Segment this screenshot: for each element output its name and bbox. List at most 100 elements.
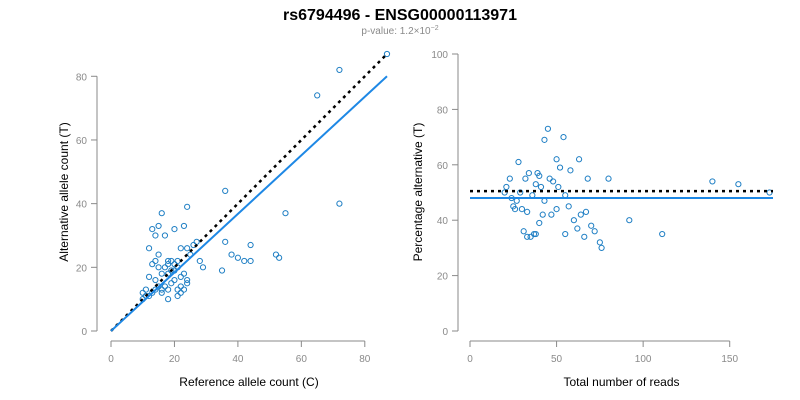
- allele-x-tick-label: 0: [108, 354, 114, 365]
- percentage-x-tick-label: 0: [467, 354, 473, 365]
- percentage-data-point: [536, 172, 543, 179]
- p-value-exponent: −2: [431, 25, 439, 32]
- allele-data-point: [174, 292, 181, 300]
- allele-data-point: [222, 187, 229, 195]
- allele-data-point: [142, 286, 149, 293]
- percentage-data-point: [539, 211, 546, 218]
- allele-data-point: [222, 238, 229, 245]
- percentage-y-tick-label: 60: [437, 161, 449, 172]
- percentage-data-point: [544, 125, 552, 132]
- allele-data-point: [158, 289, 165, 296]
- percentage-data-point: [532, 230, 539, 238]
- percentage-data-point: [518, 206, 526, 213]
- allele-x-tick-label: 20: [169, 354, 181, 365]
- percentage-data-point: [581, 233, 588, 240]
- allele-data-point: [383, 50, 391, 58]
- allele-data-point: [177, 283, 184, 290]
- percentage-data-point: [582, 208, 590, 215]
- percentage-data-point: [605, 175, 612, 182]
- allele-data-point: [174, 257, 181, 265]
- allele-reference-line: [110, 53, 388, 332]
- allele-data-point: [155, 264, 162, 271]
- allele-x-tick-label: 80: [359, 354, 371, 365]
- allele-data-point: [180, 286, 188, 293]
- percentage-data-point: [524, 208, 531, 215]
- allele-x-tick-label: 60: [296, 354, 308, 365]
- allele-y-tick-label: 60: [76, 136, 88, 147]
- allele-data-point: [174, 286, 181, 293]
- percentage-y-tick-label: 20: [437, 272, 449, 283]
- allele-data-point: [314, 92, 321, 99]
- allele-y-tick-label: 20: [76, 263, 88, 274]
- percentage-x-tick-label: 100: [635, 354, 652, 365]
- allele-y-tick-label: 80: [76, 72, 88, 83]
- percentage-data-point: [598, 244, 605, 251]
- percentage-x-tick-label: 150: [721, 354, 738, 365]
- allele-data-point: [165, 286, 172, 293]
- percentage-data-point: [591, 228, 598, 235]
- allele-data-point: [177, 289, 184, 296]
- percentage-data-point: [560, 134, 567, 141]
- allele-data-point: [149, 226, 156, 233]
- allele-data-point: [161, 283, 169, 290]
- allele-data-point: [145, 273, 153, 280]
- percentage-data-point: [735, 181, 742, 188]
- allele-data-point: [155, 222, 162, 230]
- percentage-data-point: [546, 175, 553, 182]
- allele-data-point: [336, 66, 343, 74]
- percentage-data-point: [541, 136, 548, 143]
- percentage-data-point: [522, 175, 529, 182]
- percentage-data-point: [565, 203, 572, 210]
- percentage-data-point: [536, 219, 543, 227]
- allele-data-point: [168, 267, 175, 274]
- allele-data-point: [228, 251, 235, 258]
- allele-data-point: [165, 261, 172, 268]
- allele-fit-line: [110, 75, 388, 332]
- allele-x-axis-title: Reference allele count (C): [179, 375, 318, 389]
- percentage-data-point: [574, 225, 581, 232]
- allele-data-point: [152, 276, 159, 284]
- percentage-data-point: [511, 206, 519, 213]
- allele-x-tick-label: 40: [232, 354, 244, 365]
- allele-data-point: [199, 264, 207, 271]
- allele-y-axis-title: Alternative allele count (T): [57, 122, 71, 261]
- percentage-data-point: [520, 228, 527, 235]
- allele-data-point: [193, 238, 200, 245]
- p-value-label: p-value: 1.2×10: [361, 26, 431, 37]
- allele-data-point: [165, 296, 172, 303]
- percentage-data-point: [556, 164, 564, 171]
- allele-data-point: [196, 257, 203, 265]
- allele-data-point: [177, 273, 184, 280]
- allele-data-point: [177, 245, 184, 252]
- figure-title: rs6794496 - ENSG00000113971: [283, 7, 517, 24]
- percentage-y-tick-label: 100: [431, 50, 448, 61]
- allele-data-point: [184, 203, 191, 210]
- percentage-data-point: [550, 178, 557, 185]
- allele-data-point: [241, 257, 248, 265]
- allele-data-point: [180, 222, 188, 230]
- allele-data-point: [184, 245, 191, 252]
- allele-data-point: [161, 232, 169, 239]
- allele-data-point: [158, 270, 165, 277]
- percentage-data-point: [503, 183, 510, 191]
- allele-data-point: [145, 245, 153, 252]
- allele-data-point: [171, 276, 178, 284]
- allele-data-point: [184, 280, 191, 287]
- percentage-data-point: [525, 170, 532, 177]
- allele-data-point: [139, 289, 146, 296]
- allele-data-point: [155, 251, 162, 258]
- allele-data-point: [336, 200, 343, 207]
- percentage-data-point: [584, 175, 591, 182]
- percentage-data-point: [596, 239, 603, 246]
- percentage-data-point: [553, 206, 560, 213]
- allele-data-point: [276, 254, 283, 261]
- allele-data-point: [165, 257, 172, 265]
- percentage-data-point: [506, 175, 513, 182]
- percentage-data-point: [548, 211, 555, 218]
- allele-data-point: [247, 257, 254, 265]
- allele-data-point: [152, 257, 159, 265]
- percentage-data-point: [570, 217, 577, 224]
- allele-data-point: [171, 226, 178, 233]
- figure-subtitle: p-value: 1.2×10−2: [361, 25, 438, 37]
